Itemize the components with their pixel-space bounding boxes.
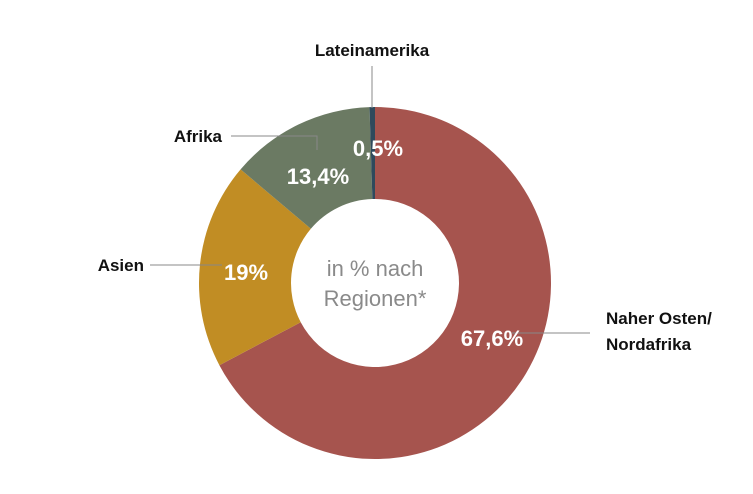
donut-slice-1 bbox=[219, 107, 551, 460]
donut-slice-2 bbox=[199, 169, 311, 366]
leader-lines bbox=[150, 66, 590, 334]
category-label-4: Lateinamerika bbox=[315, 41, 430, 60]
category-label-3: Afrika bbox=[174, 127, 223, 146]
donut-slice-4 bbox=[369, 107, 375, 200]
category-label-1: Naher Osten/Nordafrika bbox=[606, 309, 712, 354]
category-labels: Naher Osten/Nordafrika Asien Afrika Lateina… bbox=[98, 41, 712, 354]
slice-value-label-2: 19% bbox=[224, 260, 268, 285]
category-label-2: Asien bbox=[98, 256, 144, 275]
donut-slice-3 bbox=[240, 107, 373, 229]
slice-value-label-3: 13,4% bbox=[287, 164, 349, 189]
donut-slices bbox=[199, 107, 551, 460]
center-text-line-1: in % nach bbox=[327, 256, 424, 281]
leader-line-3 bbox=[231, 135, 318, 150]
center-text: in % nach Regionen* bbox=[324, 256, 427, 311]
slice-value-label-4: 0,5% bbox=[353, 136, 403, 161]
center-text-line-2: Regionen* bbox=[324, 286, 427, 311]
slice-labels: 67,6% 19% 13,4%0,5% bbox=[224, 136, 523, 351]
slice-value-label-1: 67,6% bbox=[461, 326, 523, 351]
